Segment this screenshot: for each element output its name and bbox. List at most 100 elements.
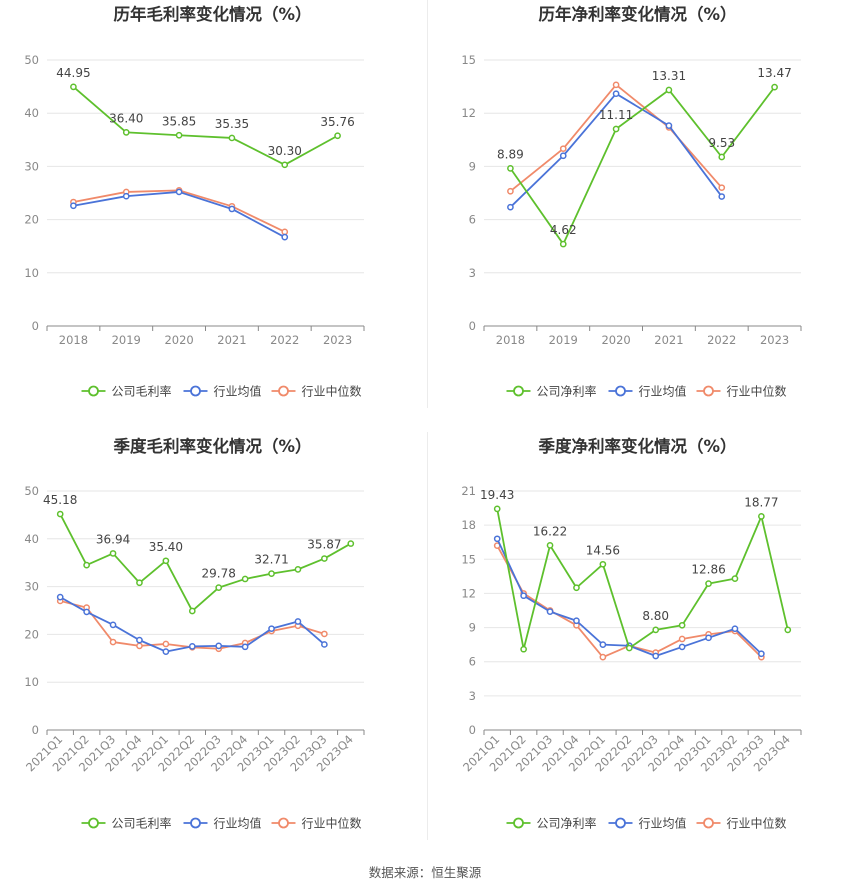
data-point-company — [784, 626, 792, 634]
data-label: 11.11 — [599, 108, 633, 122]
y-tick-label: 3 — [469, 689, 476, 703]
data-point-industry-median — [559, 145, 567, 153]
data-point-industry-median — [678, 635, 686, 643]
data-point-industry-avg — [70, 202, 77, 210]
data-point-company — [334, 132, 341, 140]
legend-label: 行业均值 — [214, 384, 262, 399]
data-point-company — [559, 240, 567, 248]
data-point-industry-avg — [520, 592, 527, 600]
legend-marker-icon — [513, 817, 524, 829]
y-tick-label: 15 — [461, 552, 476, 566]
data-label: 19.43 — [480, 488, 514, 502]
data-label: 4.62 — [550, 223, 577, 237]
legend-item-industry-median: 行业中位数 — [271, 384, 362, 399]
data-source-note: 数据来源：恒生聚源 — [368, 865, 482, 880]
y-tick-label: 0 — [32, 319, 39, 333]
legend-item-company: 公司毛利率 — [81, 816, 172, 831]
data-point-company — [122, 129, 130, 136]
series-line-company — [59, 513, 352, 612]
legend-item-industry-median: 行业中位数 — [271, 816, 362, 831]
data-point-company — [56, 510, 64, 518]
chart-title: 季度毛利率变化情况（%） — [113, 436, 311, 456]
y-tick-label: 0 — [32, 723, 39, 737]
data-point-company — [215, 584, 223, 592]
y-tick-label: 12 — [461, 106, 476, 120]
data-point-company — [294, 566, 302, 573]
data-point-industry-avg — [281, 233, 289, 241]
data-point-company — [162, 557, 170, 565]
data-point-industry-avg — [559, 152, 567, 160]
legend-label: 公司毛利率 — [112, 816, 172, 831]
data-point-company — [731, 575, 739, 582]
data-point-industry-median — [612, 81, 620, 89]
data-point-industry-avg — [678, 643, 686, 651]
data-point-company — [520, 645, 527, 653]
data-label: 14.56 — [586, 543, 620, 557]
y-tick-label: 9 — [469, 159, 476, 173]
y-tick-label: 6 — [469, 213, 476, 227]
data-point-company — [507, 165, 514, 172]
data-point-company — [188, 607, 196, 615]
data-point-industry-avg — [241, 643, 249, 651]
data-point-industry-avg — [162, 648, 170, 655]
data-point-industry-avg — [612, 90, 620, 98]
data-label: 29.78 — [202, 567, 236, 581]
legend-item-industry-median: 行业中位数 — [696, 816, 787, 831]
annual-gross-margin-chart: 历年毛利率变化情况（%） 0 10 20 30 40 50 2018 2019 2020 2021 2… — [0, 0, 425, 425]
legend-item-industry-avg: 行业均值 — [183, 816, 262, 831]
data-label: 35.40 — [149, 540, 183, 554]
data-point-industry-avg — [652, 652, 660, 660]
data-label: 12.86 — [691, 563, 725, 577]
data-point-industry-avg — [268, 625, 275, 633]
chart-title: 季度净利率变化情况（%） — [538, 436, 736, 456]
data-point-company — [228, 134, 236, 142]
data-label: 9.53 — [708, 136, 735, 150]
chart-title: 历年净利率变化情况（%） — [538, 4, 736, 24]
x-tick-label: 2023 — [760, 333, 789, 347]
data-point-industry-avg — [665, 122, 673, 129]
series-line-industry-avg — [73, 191, 286, 238]
data-point-company — [599, 560, 607, 568]
data-point-company — [175, 131, 183, 139]
data-point-company — [612, 125, 620, 133]
legend-marker-icon — [190, 385, 201, 397]
y-tick-label: 20 — [24, 627, 39, 641]
data-point-industry-avg — [599, 641, 607, 648]
data-point-company — [678, 621, 686, 629]
y-tick-label: 0 — [469, 723, 476, 737]
data-point-company — [83, 561, 90, 569]
y-tick-label: 18 — [461, 518, 476, 532]
data-label: 36.94 — [96, 532, 130, 546]
quarterly-gross-margin-chart: 季度毛利率变化情况（%） 0 10 20 30 40 50 2021Q1 2021Q2 2021Q… — [0, 430, 425, 860]
data-point-industry-avg — [493, 535, 501, 543]
y-tick-label: 40 — [24, 106, 39, 120]
data-point-industry-avg — [215, 642, 223, 650]
data-label: 35.76 — [320, 115, 354, 129]
y-tick-label: 30 — [24, 159, 39, 173]
data-label: 16.22 — [533, 524, 567, 538]
chart-svg: 季度毛利率变化情况（%）010203040502021Q12021Q22021Q… — [23, 436, 365, 831]
data-point-industry-avg — [56, 593, 64, 601]
data-label: 18.77 — [744, 495, 778, 509]
series-line-industry-median — [73, 189, 286, 233]
legend-item-company: 公司净利率 — [506, 816, 597, 831]
data-point-industry-avg — [109, 621, 117, 629]
y-tick-label: 20 — [24, 213, 39, 227]
legend-item-industry-avg: 行业均值 — [608, 384, 687, 399]
quarterly-net-margin-chart: 季度净利率变化情况（%） 0 3 6 9 12 15 18 21 2021Q1 2021Q2 2021… — [425, 430, 850, 860]
data-point-industry-median — [162, 640, 170, 648]
legend-label: 行业中位数 — [302, 816, 362, 831]
data-point-industry-median — [599, 653, 607, 661]
data-point-industry-median — [507, 187, 514, 195]
x-tick-label: 2019 — [112, 333, 141, 347]
legend-marker-icon — [88, 817, 99, 829]
x-tick-label: 2019 — [549, 333, 578, 347]
data-point-industry-median — [321, 630, 328, 638]
data-label: 35.35 — [215, 117, 249, 131]
data-point-company — [718, 153, 726, 161]
data-point-company — [268, 570, 275, 577]
chart-title: 历年毛利率变化情况（%） — [113, 4, 311, 24]
data-point-company — [493, 505, 501, 513]
data-label: 32.71 — [254, 553, 288, 567]
data-point-industry-avg — [136, 636, 143, 644]
